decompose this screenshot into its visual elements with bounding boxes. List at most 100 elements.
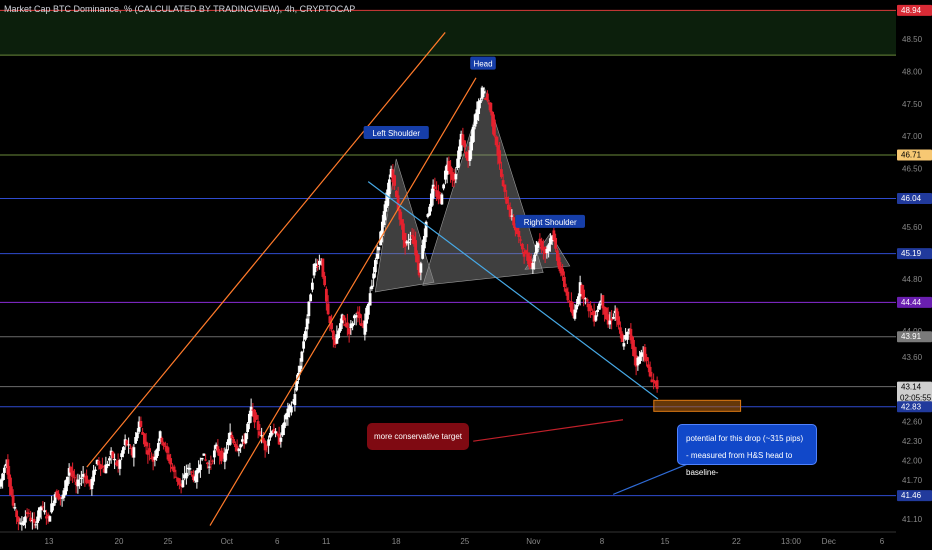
candle [289, 401, 293, 416]
candle [513, 223, 517, 237]
candle [223, 447, 227, 470]
candle [41, 501, 45, 511]
candle [16, 516, 20, 531]
candle [494, 135, 498, 147]
candle [144, 432, 148, 455]
potential-arrow [612, 460, 697, 495]
candle [212, 445, 216, 465]
svg-text:48.94: 48.94 [901, 6, 922, 15]
candle [440, 192, 444, 205]
candle [496, 136, 500, 165]
candle [596, 305, 600, 317]
candle [564, 283, 568, 296]
conservative-target-note: more conservative target [367, 423, 469, 450]
candle [373, 257, 377, 278]
candle [358, 306, 362, 326]
candle [309, 293, 313, 302]
candle [464, 151, 468, 161]
candle [300, 350, 304, 369]
candle [508, 202, 512, 220]
candle [277, 426, 281, 446]
candle [627, 328, 631, 335]
candle [286, 402, 290, 426]
target-box [653, 399, 742, 412]
candle [634, 347, 638, 376]
price-axis[interactable]: 48.5048.0047.5047.0046.5045.6044.8044.00… [896, 0, 932, 550]
candle [260, 427, 264, 444]
candle [555, 247, 559, 266]
candle [471, 124, 475, 143]
channel-lower-line [209, 77, 477, 526]
candle [139, 416, 143, 428]
candle [384, 192, 388, 221]
candle [459, 130, 463, 157]
candle [452, 168, 456, 188]
candle [51, 500, 55, 511]
candle [85, 469, 89, 485]
svg-text:Left Shoulder: Left Shoulder [372, 129, 420, 138]
candle [197, 460, 201, 474]
candle [540, 237, 544, 254]
candle [363, 313, 367, 341]
candle [11, 489, 15, 509]
candle [454, 167, 458, 184]
candle [412, 229, 416, 247]
candle [4, 459, 8, 469]
svg-text:02:05:55: 02:05:55 [900, 394, 932, 403]
candle [76, 473, 80, 494]
candle [274, 427, 278, 438]
candle [263, 439, 267, 458]
time-tick-label: 25 [164, 537, 173, 546]
candle [268, 426, 272, 441]
candle [71, 462, 75, 484]
candle [2, 465, 6, 481]
candle [198, 457, 202, 478]
candle [386, 182, 390, 208]
candle [123, 434, 127, 450]
candle [407, 233, 411, 250]
candle [228, 423, 232, 446]
candle [109, 447, 113, 464]
candle [99, 463, 103, 476]
candle [275, 431, 279, 437]
candle [324, 286, 328, 311]
candle [65, 476, 69, 492]
price-tag: 48.94 [897, 4, 932, 16]
candle [261, 432, 265, 444]
candle [419, 261, 423, 281]
price-tick-label: 48.00 [902, 67, 923, 76]
candle [39, 505, 43, 520]
time-axis[interactable]: 13 20 25 Oct 6 11 18 25 Nov 8 15 22 13:00 Dec 6 [0, 531, 932, 550]
candle [92, 464, 96, 486]
candle [641, 346, 645, 362]
candle [426, 213, 430, 219]
candle [524, 249, 528, 255]
candle [233, 441, 237, 452]
candle [566, 287, 570, 303]
candle [44, 509, 48, 525]
candle [149, 452, 153, 460]
candle [142, 432, 146, 448]
price-tick-label: 48.50 [902, 35, 923, 44]
candle [652, 373, 656, 390]
candle [27, 508, 31, 518]
conservative-target-text: more conservative target [373, 432, 463, 441]
candle [104, 456, 108, 474]
price-tick-label: 42.60 [902, 418, 923, 427]
candle [177, 478, 181, 490]
candle [314, 258, 318, 273]
price-tick-label: 41.70 [902, 476, 923, 485]
candle [429, 188, 433, 212]
candle [18, 518, 22, 525]
candle [529, 253, 533, 269]
candle [519, 236, 523, 247]
candle [613, 305, 617, 322]
candle [22, 517, 26, 526]
candle [457, 139, 461, 168]
time-tick-label: 13:00 [781, 537, 802, 546]
candle [284, 412, 288, 427]
candle [100, 457, 104, 469]
candle [421, 239, 425, 260]
candle [230, 431, 234, 440]
